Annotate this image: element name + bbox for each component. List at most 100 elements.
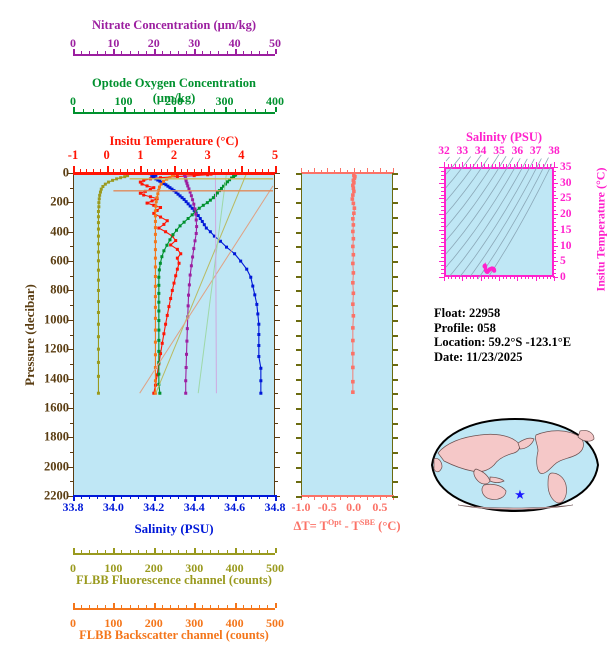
axis-minor-tick	[226, 549, 228, 553]
axis-tick-label: 0	[70, 94, 76, 108]
axis-minor-tick	[103, 108, 105, 112]
axis-minor-tick	[81, 50, 83, 54]
axis-tick-label: 20	[147, 36, 160, 50]
delta-title-middle: - T	[341, 519, 360, 534]
axis-major-tick	[234, 49, 237, 54]
landmass-6	[547, 472, 567, 504]
axis-minor-tick	[266, 50, 268, 54]
salinity-tick-label: 33.8	[62, 500, 84, 514]
axis-major-tick	[153, 603, 156, 608]
delta-axis-title: ΔT= TOpt - TSBE (°C)	[291, 518, 403, 534]
pressure-tick-label: 1200	[44, 341, 69, 356]
axis-minor-tick	[218, 50, 220, 54]
isopycnal-13	[445, 156, 450, 162]
axis-minor-tick	[242, 549, 244, 553]
landmass-antarctica	[457, 504, 574, 510]
axis-tick-label: 200	[144, 616, 163, 630]
axis-tick-label: 0	[70, 561, 76, 575]
axis-tick-label: 400	[225, 616, 244, 630]
temperature-tick-label: -1	[67, 148, 79, 162]
axis-minor-tick	[210, 604, 212, 608]
series-4	[96, 174, 130, 395]
axis-minor-tick	[178, 604, 180, 608]
ts-salinity-tick-label: 34	[474, 145, 487, 157]
landmass-3	[481, 483, 507, 500]
axis-minor-tick	[204, 108, 206, 112]
axis-major-tick	[123, 107, 126, 112]
pressure-tick-label: 1000	[44, 312, 69, 327]
delta-title-sup-sbe: SBE	[359, 518, 376, 527]
axis-tick-label: 30	[188, 36, 201, 50]
isopycnal-10	[445, 154, 482, 202]
landmass-7	[577, 430, 595, 442]
axis-minor-tick	[163, 108, 165, 112]
profile-metadata: Float: 22958 Profile: 058 Location: 59.2…	[434, 306, 571, 364]
salinity-axis-title: Salinity (PSU)	[134, 521, 214, 536]
axis-tick-label: 200	[144, 561, 163, 575]
isopycnal-0	[488, 163, 553, 278]
pressure-tick-label: 1800	[44, 429, 69, 444]
axis-minor-tick	[143, 108, 145, 112]
axis-minor-tick	[258, 50, 260, 54]
isopycnal-6	[445, 157, 514, 255]
temperature-tick-label: 1	[137, 148, 144, 162]
world-map: ★	[428, 415, 603, 515]
axis-minor-tick	[244, 108, 246, 112]
delta-tick-label: -1.0	[291, 500, 311, 514]
temperature-axis-tick-labels: -1 0 1 2 3 4 5	[0, 148, 609, 164]
axis-minor-tick	[161, 549, 163, 553]
delta-tick-label: -0.5	[317, 500, 337, 514]
isopycnal-8	[445, 154, 500, 228]
ts-salinity-tick-label: 37	[529, 145, 542, 157]
ts-diagram-content	[445, 154, 553, 280]
axis-tick-label: 200	[165, 94, 183, 108]
series-3	[182, 172, 199, 395]
axis-minor-tick	[145, 604, 147, 608]
axis-minor-tick	[169, 50, 171, 54]
axis-minor-tick	[214, 108, 216, 112]
axis-minor-tick	[113, 108, 115, 112]
axis-major-tick	[194, 548, 197, 553]
axis-minor-tick	[242, 50, 244, 54]
axis-tick-label: 500	[266, 616, 284, 630]
flbb-fluorescence-scale-axis: 0 100 200 300 400 500 FLBB Fluorescence chann…	[70, 548, 284, 591]
temperature-tick-label: 0	[103, 148, 110, 162]
isopycnal-12	[445, 156, 461, 175]
axis-minor-tick	[129, 549, 131, 553]
temperature-tick-label: 5	[271, 148, 279, 162]
reference-line-2	[197, 172, 227, 394]
axis-line	[73, 54, 275, 56]
axis-minor-tick	[194, 108, 196, 112]
isopycnal-5	[445, 158, 521, 268]
flbb-backscatter-axis-title: FLBB Backscatter channel (counts)	[79, 628, 269, 642]
temperature-axis-title: Insitu Temperature (°C)	[109, 134, 239, 148]
axis-major-tick	[194, 49, 197, 54]
axis-minor-tick	[89, 604, 91, 608]
axis-minor-tick	[234, 108, 236, 112]
axis-minor-tick	[89, 549, 91, 553]
isopycnal-3	[459, 158, 535, 277]
axis-minor-tick	[137, 604, 139, 608]
axis-minor-tick	[105, 50, 107, 54]
pressure-tick-label: 1400	[44, 371, 69, 386]
axis-minor-tick	[226, 604, 228, 608]
ts-temperature-tick-label: 20	[560, 208, 572, 221]
axis-major-tick	[113, 49, 116, 54]
isopycnal-11	[445, 156, 472, 188]
axis-minor-tick	[137, 549, 139, 553]
axis-tick-label: 400	[266, 94, 284, 108]
axis-minor-tick	[97, 50, 99, 54]
axis-tick-label: 300	[185, 616, 204, 630]
landmass-1	[473, 468, 491, 485]
axis-minor-tick	[266, 549, 268, 553]
oxygen-axis-title: Optode Oxygen Concentration (μm/kg)	[92, 76, 256, 105]
ts-temperature-tick-label: 35	[560, 161, 572, 173]
axis-line	[73, 112, 275, 114]
pressure-tick-label: 2200	[44, 488, 69, 503]
pressure-tick-label: 0	[62, 165, 69, 180]
isopycnal-4	[449, 158, 528, 277]
metadata-profile: Profile: 058	[434, 320, 496, 335]
axis-major-tick	[194, 603, 197, 608]
axis-minor-tick	[137, 50, 139, 54]
pressure-tick-label: 400	[50, 224, 69, 239]
